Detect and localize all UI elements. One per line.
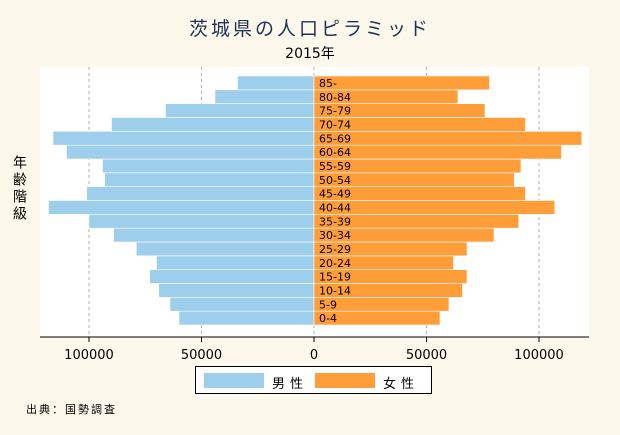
age-label-70-74: 70-74	[319, 118, 351, 131]
legend: 男性 女性	[195, 366, 432, 394]
legend-swatch-male	[204, 373, 264, 388]
age-label-15-19: 15-19	[319, 271, 351, 284]
bar-male-75-79	[165, 103, 315, 118]
chart-subtitle: 2015年	[285, 46, 335, 62]
bar-male-5-9	[169, 297, 315, 312]
bar-male-85-	[237, 75, 315, 91]
age-label-85-: 85-	[319, 77, 337, 90]
bar-female-85-	[313, 75, 490, 91]
legend-label-male: 男性	[272, 377, 309, 392]
bar-male-15-19	[149, 269, 315, 284]
age-label-75-79: 75-79	[319, 105, 351, 118]
x-tick-label: 0	[310, 348, 318, 363]
age-label-60-64: 60-64	[319, 146, 351, 159]
bar-male-25-29	[135, 241, 315, 257]
bar-male-40-44	[48, 200, 315, 215]
age-label-30-34: 30-34	[319, 229, 351, 242]
age-label-65-69: 65-69	[319, 132, 351, 145]
age-label-35-39: 35-39	[319, 215, 351, 228]
y-axis-label: 年齢階級	[11, 155, 27, 223]
source-note: 出典：国勢調査	[26, 403, 117, 416]
legend-label-female: 女性	[383, 377, 420, 392]
bar-male-55-59	[102, 158, 315, 174]
bar-male-0-4	[178, 310, 315, 326]
bar-male-35-39	[88, 214, 315, 229]
bar-male-10-14	[158, 283, 315, 298]
bar-male-30-34	[113, 227, 315, 243]
bar-male-70-74	[111, 117, 315, 132]
bar-male-80-84	[214, 89, 315, 104]
age-label-25-29: 25-29	[319, 243, 351, 256]
bar-male-60-64	[66, 144, 315, 160]
age-label-0-4: 0-4	[319, 312, 337, 325]
age-label-80-84: 80-84	[319, 91, 351, 104]
legend-swatch-female	[315, 373, 375, 388]
age-label-20-24: 20-24	[319, 257, 351, 270]
x-tick-label: 100000	[514, 348, 564, 363]
bar-male-20-24	[156, 255, 315, 270]
age-label-50-54: 50-54	[319, 174, 351, 187]
x-tick-label: 50000	[181, 348, 222, 363]
age-label-55-59: 55-59	[319, 160, 351, 173]
bar-female-65-69	[313, 131, 583, 146]
bar-male-65-69	[52, 131, 315, 146]
chart-title: 茨城県の人口ピラミッド	[188, 18, 431, 40]
age-label-5-9: 5-9	[319, 298, 337, 311]
x-tick-label: 100000	[64, 348, 114, 363]
x-tick-label: 50000	[406, 348, 447, 363]
age-label-40-44: 40-44	[319, 201, 351, 214]
bar-male-45-49	[86, 186, 315, 201]
bar-female-60-64	[313, 144, 562, 160]
age-label-10-14: 10-14	[319, 284, 351, 297]
bar-male-50-54	[104, 172, 315, 187]
age-label-45-49: 45-49	[319, 188, 351, 201]
